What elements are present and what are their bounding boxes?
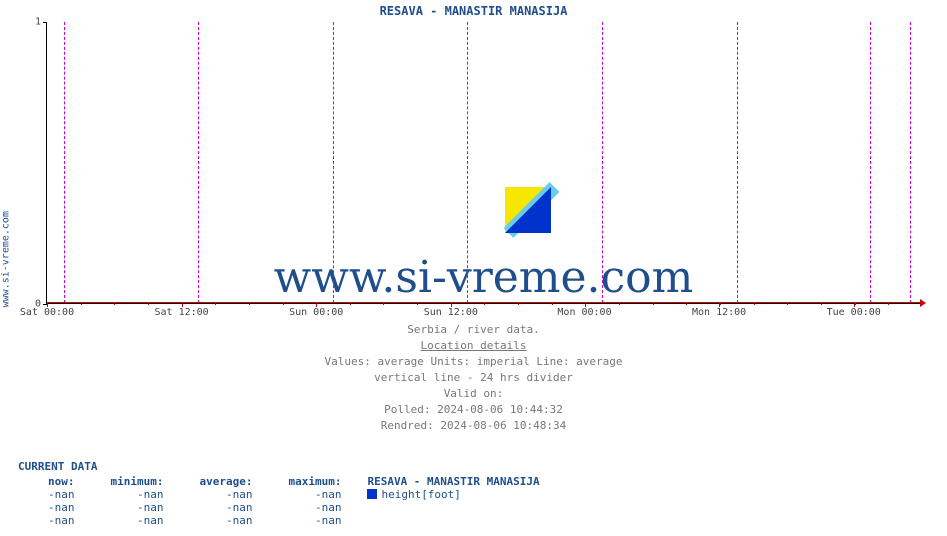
current-data-header: CURRENT DATA [18,460,546,473]
table-cell: -nan [18,488,81,501]
day-divider [64,22,65,303]
table-cell: -nan [81,514,170,527]
meta-polled: Polled: 2024-08-06 10:44:32 [0,402,947,418]
xtick-minor [114,303,115,305]
xtick-label: Sat 00:00 [20,307,74,318]
table-cell: -nan [258,501,347,514]
day-divider [198,22,199,303]
current-data-block: CURRENT DATA now: minimum: average: maxi… [18,460,546,527]
xtick-minor [585,303,586,305]
table-cell: -nan [169,514,258,527]
table-row: -nan-nan-nan-nan [18,514,546,527]
col-series-label: RESAVA - MANASTIR MANASIJA [347,475,545,488]
col-minimum: minimum: [81,475,170,488]
xtick-minor [417,303,418,305]
xtick-minor [686,303,687,305]
xtick-label: Tue 00:00 [827,307,881,318]
ytick-label: 1 [35,17,41,28]
day-divider [467,22,468,303]
table-row-label [347,514,545,527]
col-maximum: maximum: [258,475,347,488]
xtick-minor [720,303,721,305]
table-row-label: height[foot] [347,488,545,501]
xtick-minor [47,303,48,305]
plot-area: www.si-vreme.com 01Sat 00:00Sat 12:00Sun… [46,22,920,304]
xtick-label: Mon 00:00 [557,307,611,318]
table-cell: -nan [81,501,170,514]
xtick-minor [451,303,452,305]
series-swatch-icon [367,489,377,499]
day-divider [737,22,738,303]
watermark-logo-icon [505,187,551,233]
xtick-minor [653,303,654,305]
xtick-minor [855,303,856,305]
table-row-label [347,501,545,514]
table-cell: -nan [169,488,258,501]
xtick-minor [215,303,216,305]
y-axis-label: www.si-vreme.com [1,211,12,307]
xtick-minor [81,303,82,305]
meta-rendered: Rendred: 2024-08-06 10:48:34 [0,418,947,434]
xtick-minor [283,303,284,305]
col-now: now: [18,475,81,488]
meta-source: Serbia / river data. [0,322,947,338]
xtick-label: Sat 12:00 [155,307,209,318]
table-header-row: now: minimum: average: maximum: RESAVA -… [18,475,546,488]
day-divider [602,22,603,303]
watermark-text: www.si-vreme.com [274,252,694,303]
table-cell: -nan [258,488,347,501]
xtick-label: Mon 12:00 [692,307,746,318]
day-divider [333,22,334,303]
x-axis-arrow-icon [920,299,926,307]
xtick-minor [350,303,351,305]
series-value-label: height[foot] [381,488,460,501]
xtick-minor [182,303,183,305]
col-average: average: [169,475,258,488]
current-data-table: now: minimum: average: maximum: RESAVA -… [18,475,546,527]
ytick-mark [43,22,47,23]
chart-title: RESAVA - MANASTIR MANASIJA [380,4,568,18]
day-divider [870,22,871,303]
table-row: -nan-nan-nan-nanheight[foot] [18,488,546,501]
xtick-minor [619,303,620,305]
table-cell: -nan [81,488,170,501]
table-cell: -nan [258,514,347,527]
xtick-minor [821,303,822,305]
xtick-minor [316,303,317,305]
xtick-minor [383,303,384,305]
xtick-minor [754,303,755,305]
xtick-label: Sun 12:00 [424,307,478,318]
xtick-minor [552,303,553,305]
meta-valid-on: Valid on: [0,386,947,402]
location-details-link[interactable]: Location details [421,339,527,352]
xtick-minor [787,303,788,305]
day-divider [910,22,911,303]
xtick-minor [888,303,889,305]
xtick-minor [484,303,485,305]
meta-values: Values: average Units: imperial Line: av… [0,354,947,370]
table-cell: -nan [18,514,81,527]
table-row: -nan-nan-nan-nan [18,501,546,514]
table-cell: -nan [169,501,258,514]
meta-divider-note: vertical line - 24 hrs divider [0,370,947,386]
xtick-minor [518,303,519,305]
chart-meta: Serbia / river data. Location details Va… [0,322,947,434]
xtick-label: Sun 00:00 [289,307,343,318]
xtick-minor [148,303,149,305]
table-cell: -nan [18,501,81,514]
xtick-minor [249,303,250,305]
